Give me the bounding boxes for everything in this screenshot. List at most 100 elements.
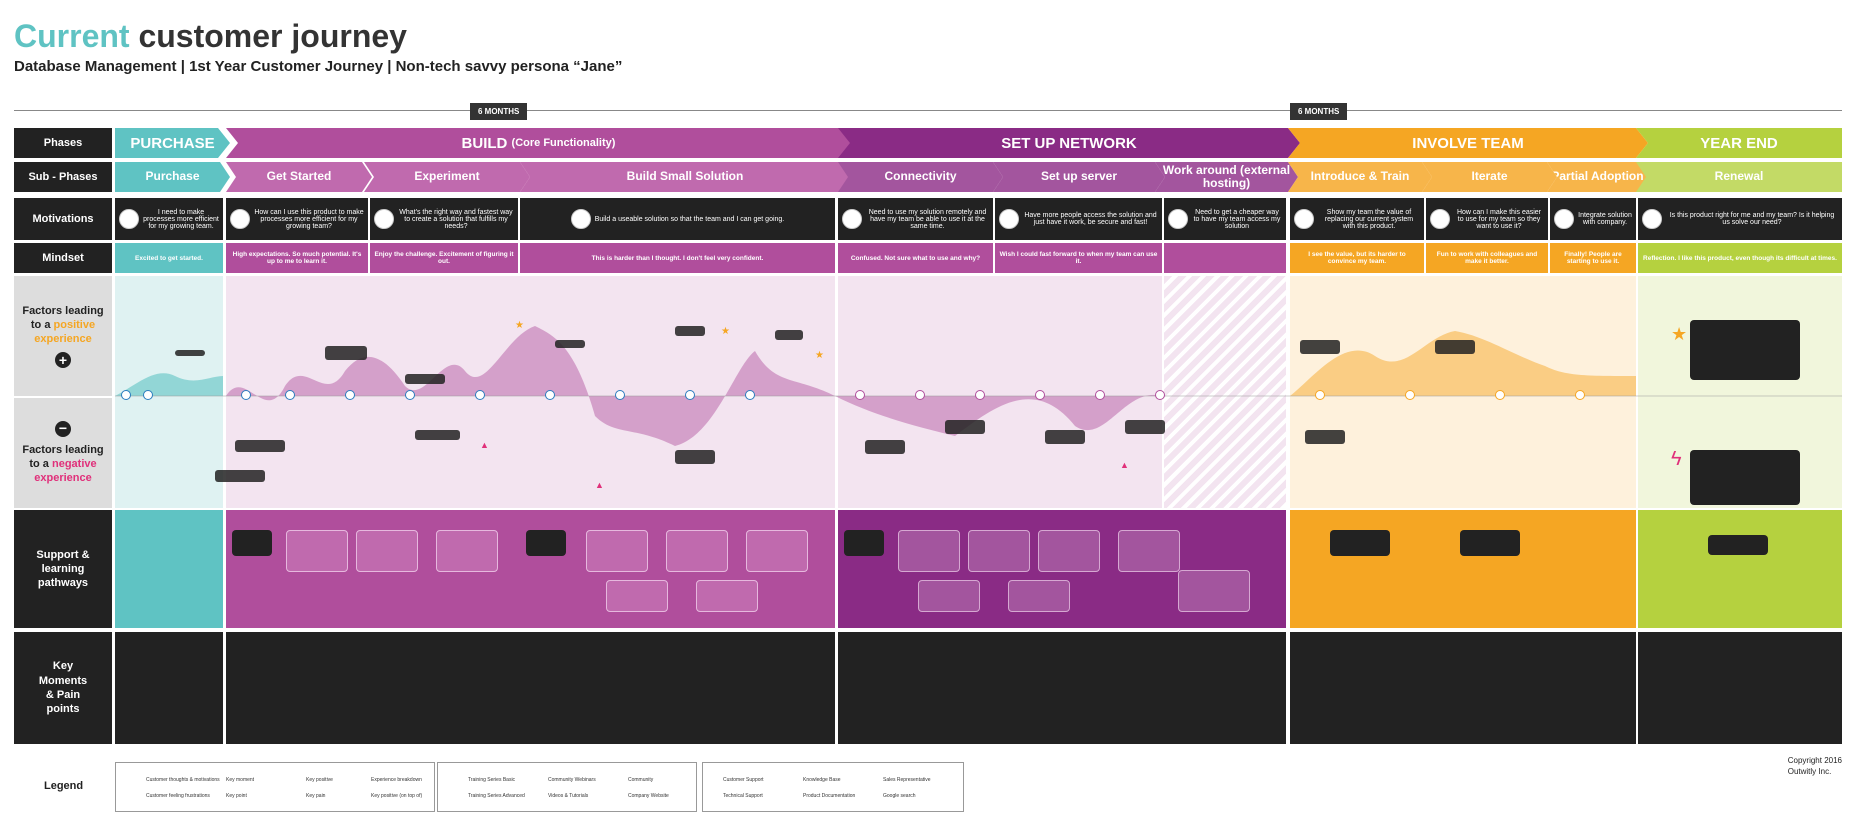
- callout-note: [865, 440, 905, 454]
- journey-timeline-points: [115, 390, 1842, 402]
- mindset-experiment: Enjoy the challenge. Excitement of figur…: [370, 243, 518, 273]
- phase-involve-team: INVOLVE TEAM: [1288, 128, 1648, 158]
- mindset-partial-adoption: Finally! People are starting to use it.: [1550, 243, 1636, 273]
- callout-note: [1305, 430, 1345, 444]
- journey-point: [1035, 390, 1045, 400]
- support-card: [606, 580, 668, 612]
- row-label-mindset: Mindset: [14, 243, 112, 273]
- support-build: [226, 510, 835, 628]
- legend-item: Product Documentation: [803, 793, 856, 799]
- motivation-set-up-server: Have more people access the solution and…: [995, 198, 1162, 240]
- journey-point: [241, 390, 251, 400]
- motivation-build-small-solution: Build a useable solution so that the tea…: [520, 198, 835, 240]
- support-card: [666, 530, 728, 572]
- persona-avatar-icon: [230, 209, 250, 229]
- moments-build: [226, 632, 835, 744]
- page-title: Current customer journey: [14, 18, 407, 54]
- journey-point: [1495, 390, 1505, 400]
- plus-icon: +: [55, 352, 71, 369]
- journey-point: [1315, 390, 1325, 400]
- support-card: [968, 530, 1030, 572]
- warning-icon: ▲: [595, 480, 604, 490]
- legend-group-2: Training Series Basic Training Series Ad…: [437, 762, 697, 812]
- legend-item: Knowledge Base: [803, 777, 841, 783]
- timeline-line: [14, 110, 1842, 111]
- subphase-introduce-train: Introduce & Train: [1288, 162, 1432, 192]
- persona-avatar-icon: [999, 209, 1019, 229]
- motivation-renewal: Is this product right for me and my team…: [1638, 198, 1842, 240]
- legend-item: Customer Support: [723, 777, 764, 783]
- support-card: [918, 580, 980, 612]
- callout-note: [1125, 420, 1165, 434]
- mindset-introduce-train: I see the value, but its harder to convi…: [1290, 243, 1424, 273]
- subphase-purchase: Purchase: [115, 162, 230, 192]
- legend-item: Community: [628, 777, 654, 783]
- support-card: [1008, 580, 1070, 612]
- journey-point: [143, 390, 153, 400]
- journey-point: [975, 390, 985, 400]
- factors-work-around: [1164, 276, 1286, 508]
- callout-note: [1435, 340, 1475, 354]
- subphase-partial-adoption: Partial Adoption: [1547, 162, 1648, 192]
- support-card: [1118, 530, 1180, 572]
- legend-item: Training Series Basic: [468, 777, 516, 783]
- wave-involve: [1290, 331, 1636, 396]
- persona-avatar-icon: [842, 209, 862, 229]
- mindset-work-around: [1164, 243, 1286, 273]
- persona-avatar-icon: [119, 209, 139, 229]
- subphase-work-around: Work around (external hosting): [1155, 162, 1298, 192]
- subphase-set-up-server: Set up server: [993, 162, 1165, 192]
- phase-build: BUILD (Core Functionality): [226, 128, 851, 158]
- legend-item: Company Website: [628, 793, 669, 799]
- row-label-support: Support & learning pathways: [14, 510, 112, 628]
- callout-note: [175, 350, 205, 356]
- row-label-motivations: Motivations: [14, 198, 112, 240]
- legend-item: Key point: [226, 793, 247, 799]
- callout-note: [675, 450, 715, 464]
- callout-note: [325, 346, 367, 360]
- legend-group-3: Customer Support Technical Support Knowl…: [702, 762, 964, 812]
- legend-item: Sales Representative: [883, 777, 931, 783]
- persona-avatar-icon: [1554, 209, 1574, 229]
- mindset-iterate: Fun to work with colleagues and make it …: [1426, 243, 1548, 273]
- support-card: [844, 530, 884, 556]
- motivation-work-around: Need to get a cheaper way to have my tea…: [1164, 198, 1286, 240]
- legend-item: Key pain: [306, 793, 326, 799]
- page-subtitle: Database Management | 1st Year Customer …: [14, 58, 623, 75]
- legend-item: Technical Support: [723, 793, 763, 799]
- support-card: [526, 530, 566, 556]
- motivation-purchase: I need to make processes more efficient …: [115, 198, 223, 240]
- wave-purchase: [115, 373, 223, 396]
- journey-point: [915, 390, 925, 400]
- moments-year-end: [1638, 632, 1842, 744]
- motivation-partial-adoption: Integrate solution with company.: [1550, 198, 1636, 240]
- timeline-marker-6-months: 6 MONTHS: [470, 103, 528, 120]
- support-card: [746, 530, 808, 572]
- mindset-get-started: High expectations. So much potential. It…: [226, 243, 368, 273]
- support-card: [1178, 570, 1250, 612]
- minus-icon: −: [55, 420, 71, 437]
- journey-point: [685, 390, 695, 400]
- timeline-marker-6-months-2: 6 MONTHS: [1290, 103, 1348, 120]
- star-icon: ★: [1671, 324, 1688, 344]
- row-label-phases: Phases: [14, 128, 112, 158]
- journey-point: [475, 390, 485, 400]
- callout-note: [555, 340, 585, 348]
- row-label-positive: Factors leading to a positive experience…: [14, 276, 112, 396]
- support-card: [898, 530, 960, 572]
- motivation-experiment: What's the right way and fastest way to …: [370, 198, 518, 240]
- subphase-experiment: Experiment: [364, 162, 530, 192]
- support-card: [1460, 530, 1520, 556]
- callout-note: [1045, 430, 1085, 444]
- lightning-icon: ϟ: [1671, 448, 1682, 470]
- legend-item: Videos & Tutorials: [548, 793, 589, 799]
- support-card: [586, 530, 648, 572]
- warning-icon: ▲: [480, 440, 489, 450]
- legend-item: Key positive: [306, 777, 333, 783]
- support-year-end: [1638, 510, 1842, 628]
- subphase-get-started: Get Started: [226, 162, 372, 192]
- journey-point: [1155, 390, 1165, 400]
- legend-item: Customer thoughts & motivations: [146, 777, 220, 783]
- callout-note: [405, 374, 445, 384]
- support-card: [1708, 535, 1768, 555]
